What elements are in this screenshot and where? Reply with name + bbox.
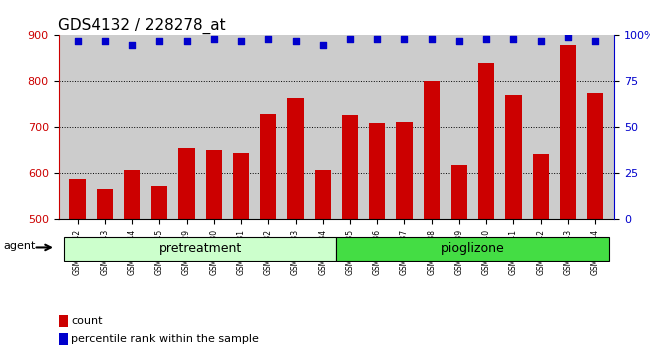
- Point: [481, 36, 491, 42]
- Point: [536, 38, 546, 44]
- Bar: [478, 63, 495, 219]
- Point: [344, 36, 355, 42]
- Bar: [124, 170, 140, 219]
- Point: [318, 42, 328, 47]
- Text: pioglizone: pioglizone: [441, 242, 504, 255]
- Bar: [369, 123, 385, 219]
- Bar: [233, 153, 249, 219]
- Bar: [178, 148, 195, 219]
- Bar: [315, 170, 331, 219]
- Bar: [337, 237, 609, 261]
- Bar: [532, 154, 549, 219]
- Bar: [424, 81, 440, 219]
- Point: [72, 38, 83, 44]
- Bar: [560, 45, 576, 219]
- Text: percentile rank within the sample: percentile rank within the sample: [72, 334, 259, 344]
- Point: [508, 36, 519, 42]
- Bar: [64, 237, 337, 261]
- Bar: [70, 179, 86, 219]
- Point: [127, 42, 137, 47]
- Point: [399, 36, 410, 42]
- Point: [263, 36, 274, 42]
- Bar: [58, 315, 68, 327]
- Point: [563, 34, 573, 40]
- Bar: [587, 93, 603, 219]
- Point: [209, 36, 219, 42]
- Bar: [505, 95, 522, 219]
- Point: [454, 38, 464, 44]
- Bar: [58, 333, 68, 345]
- Bar: [205, 150, 222, 219]
- Text: pretreatment: pretreatment: [159, 242, 242, 255]
- Point: [99, 38, 110, 44]
- Bar: [97, 189, 113, 219]
- Bar: [396, 122, 413, 219]
- Point: [590, 38, 601, 44]
- Bar: [287, 97, 304, 219]
- Text: count: count: [72, 316, 103, 326]
- Point: [372, 36, 382, 42]
- Point: [426, 36, 437, 42]
- Point: [154, 38, 164, 44]
- Bar: [260, 114, 276, 219]
- Bar: [151, 186, 168, 219]
- Point: [236, 38, 246, 44]
- Bar: [342, 115, 358, 219]
- Text: agent: agent: [3, 241, 36, 251]
- Point: [181, 38, 192, 44]
- Text: GDS4132 / 228278_at: GDS4132 / 228278_at: [58, 18, 226, 34]
- Point: [291, 38, 301, 44]
- Bar: [451, 165, 467, 219]
